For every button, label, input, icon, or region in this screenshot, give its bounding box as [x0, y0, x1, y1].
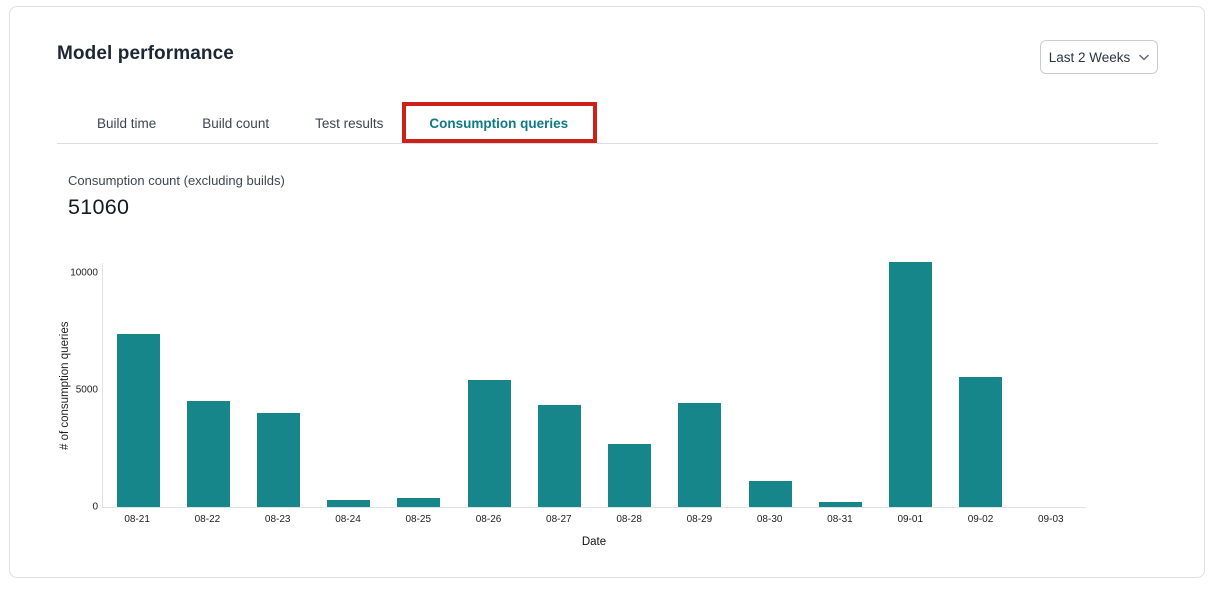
x-tick-08-24: 08-24 [335, 514, 361, 525]
x-tick-08-28: 08-28 [616, 514, 642, 525]
date-range-dropdown[interactable]: Last 2 Weeks [1040, 40, 1158, 74]
bar-08-25 [397, 497, 441, 507]
bar-08-31 [818, 502, 862, 507]
bar-slot [665, 263, 735, 507]
page-title: Model performance [57, 43, 234, 64]
bar-slot [875, 262, 945, 507]
tab-test-results[interactable]: Test results [315, 116, 384, 131]
bar-slot [524, 263, 594, 507]
tab-consumption-queries[interactable]: Consumption queries [402, 102, 598, 143]
tab-bar: Build time Build count Test results Cons… [57, 102, 1158, 144]
bar-slot [173, 263, 243, 507]
bar-slot [946, 263, 1016, 507]
bar-08-22 [186, 400, 230, 507]
chevron-down-icon [1139, 54, 1150, 61]
x-tick-09-03: 09-03 [1038, 514, 1064, 525]
bar-08-21 [116, 333, 160, 507]
x-tick-08-25: 08-25 [405, 514, 432, 525]
metric-value: 51060 [68, 195, 130, 219]
x-tick-08-31: 08-31 [827, 514, 853, 525]
x-tick-08-29: 08-29 [686, 514, 713, 525]
y-tick-label: 5000 [75, 384, 98, 396]
bar-slot [454, 263, 524, 507]
bar-08-24 [327, 500, 371, 507]
bar-slot [384, 263, 454, 507]
bar-slot [314, 263, 384, 507]
bar-09-02 [959, 377, 1003, 507]
bar-08-26 [467, 379, 511, 507]
tab-consumption-queries-label: Consumption queries [429, 116, 569, 131]
x-tick-08-27: 08-27 [546, 514, 572, 525]
x-tick-08-22: 08-22 [194, 514, 221, 525]
bar-slot [1016, 263, 1086, 507]
bar-slot [805, 263, 875, 507]
bar-slot [735, 263, 805, 507]
bar-slot [243, 263, 313, 507]
tab-build-count[interactable]: Build count [202, 116, 270, 131]
x-tick-09-02: 09-02 [967, 514, 994, 525]
bar-08-30 [748, 481, 792, 507]
x-axis-ticks: 08-21 08-22 08-23 08-24 08-25 08-26 08-27 08-28… [102, 514, 1086, 525]
bar-08-27 [537, 405, 581, 507]
x-axis-title: Date [581, 536, 607, 548]
y-tick-label: 0 [92, 501, 98, 513]
x-tick-08-23: 08-23 [264, 514, 291, 525]
x-tick-08-30: 08-30 [756, 514, 783, 525]
x-tick-09-01: 09-01 [897, 514, 924, 525]
y-tick-label: 10000 [70, 267, 98, 279]
model-performance-panel: Model performance Last 2 Weeks Build tim… [9, 6, 1205, 578]
date-range-value: Last 2 Weeks [1048, 49, 1131, 65]
x-tick-08-21: 08-21 [124, 514, 150, 525]
plot-area: 0 5000 10000 [70, 262, 1086, 513]
bar-08-29 [678, 402, 722, 507]
bar-08-28 [608, 443, 652, 507]
bar-09-01 [889, 262, 933, 507]
bar-slot [103, 263, 173, 507]
x-tick-08-26: 08-26 [475, 514, 502, 525]
bar-slot [595, 263, 665, 507]
tab-build-time[interactable]: Build time [97, 116, 157, 131]
bar-08-23 [257, 413, 301, 507]
y-axis-title: # of consumption queries [59, 321, 71, 450]
metric-label: Consumption count (excluding builds) [68, 173, 285, 188]
